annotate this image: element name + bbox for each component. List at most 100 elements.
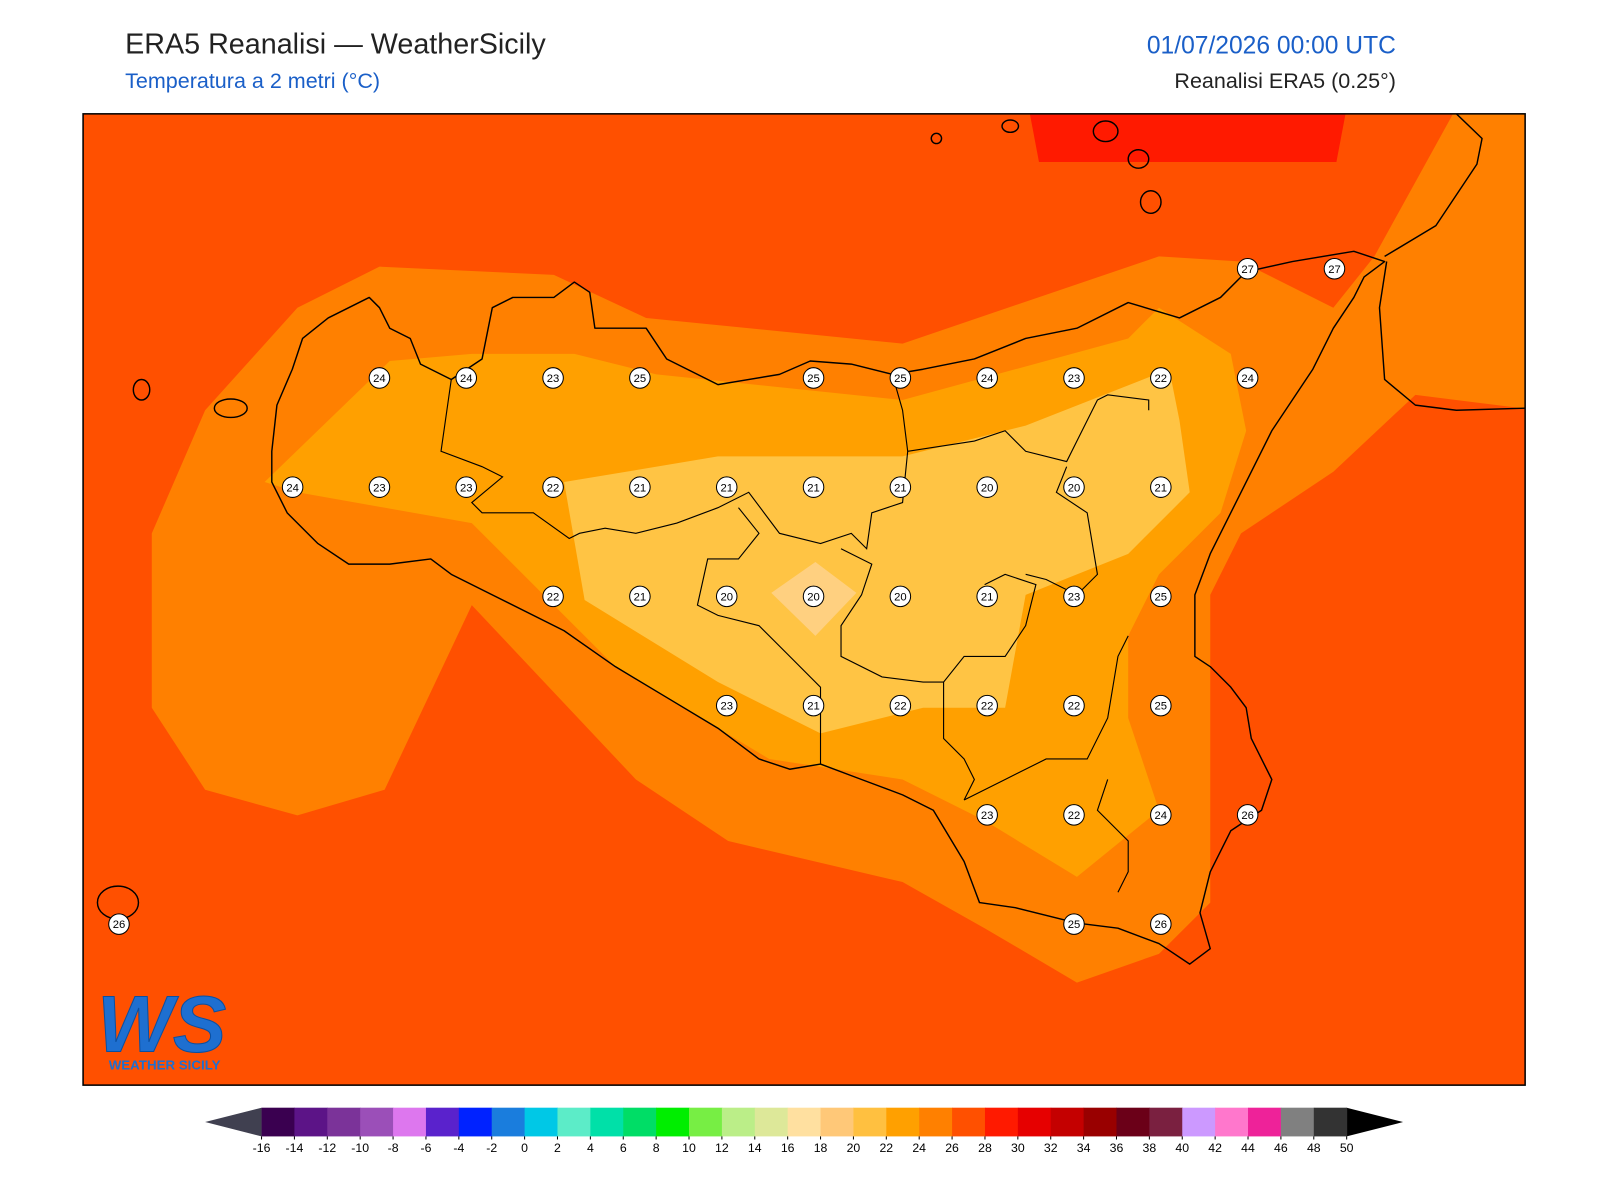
temperature-label: 21	[981, 592, 994, 604]
label-badge	[976, 367, 998, 389]
temperature-label: 23	[981, 810, 994, 822]
colorbar-segment	[393, 1107, 427, 1137]
temperature-label: 22	[894, 701, 907, 713]
temperature-label: 26	[1241, 810, 1254, 822]
contour-fill: 27 27 24 24 23 25 25 25 24 23 22 24 24 23 23 22 21 21 21 21…	[83, 113, 1526, 1086]
colorbar-tick-label: 34	[1077, 1141, 1091, 1155]
label-badge	[542, 476, 564, 498]
temperature-label: 21	[807, 701, 820, 713]
temperature-label: 24	[1155, 810, 1168, 822]
temperature-label: 22	[547, 592, 560, 604]
colorbar-tick-label: 28	[978, 1141, 992, 1155]
colorbar-tick-label: 30	[1011, 1141, 1025, 1155]
colorbar-segment	[853, 1107, 887, 1137]
colorbar-segment	[1313, 1107, 1348, 1137]
label-badge	[1150, 476, 1172, 498]
colorbar-tick-label: 18	[814, 1141, 828, 1155]
colorbar-tick-label: 46	[1274, 1141, 1288, 1155]
colorbar-tick-label: -12	[318, 1141, 336, 1155]
colorbar-segment	[1248, 1107, 1282, 1137]
colorbar-tick-label: -6	[420, 1141, 431, 1155]
colorbar-tick-label: 38	[1143, 1141, 1157, 1155]
label-badge	[1236, 257, 1259, 280]
colorbar-segment	[689, 1107, 723, 1137]
temperature-label: 23	[460, 482, 473, 494]
colorbar-segment	[294, 1107, 328, 1137]
source: Reanalisi ERA5 (0.25°)	[1174, 69, 1395, 93]
grid-labels: 27 27 24 24 23 25 25 25 24 23 22 24 24 23 23 22 21 21 21 21…	[108, 257, 1346, 935]
island	[213, 398, 248, 419]
province-borders	[440, 374, 1150, 893]
temperature-label: 20	[894, 592, 907, 604]
label-badge	[108, 913, 130, 935]
temperature-label: 25	[634, 373, 647, 385]
temperature-label: 21	[807, 482, 820, 494]
temperature-label: 24	[981, 373, 994, 385]
colorbar-tick-label: -10	[351, 1141, 369, 1155]
colorbar-segment	[623, 1107, 657, 1137]
label-badge	[455, 476, 478, 498]
temperature-label: 25	[1155, 592, 1168, 604]
colorbar-tick-label: 50	[1340, 1141, 1354, 1155]
temperature-label: 23	[1068, 592, 1081, 604]
colorbar-segment	[458, 1107, 493, 1137]
temperature-label: 25	[894, 373, 907, 385]
colorbar-segment	[754, 1107, 789, 1137]
colorbar-tick-label: -14	[286, 1141, 304, 1155]
colorbar-tick-label: 0	[521, 1141, 528, 1155]
calabria-coastline	[1378, 113, 1526, 411]
logo: WS WEATHER SICILY	[97, 979, 227, 1073]
label-badge	[281, 476, 304, 498]
colorbar-segment	[820, 1107, 854, 1137]
colorbar-over	[1346, 1107, 1404, 1137]
colorbar-tick-label: -2	[486, 1141, 497, 1155]
colorbar-tick-label: 10	[682, 1141, 696, 1155]
sicily-coastline	[271, 250, 1386, 965]
temperature-label: 21	[634, 592, 647, 604]
colorbar-tick-label: 36	[1110, 1141, 1124, 1155]
colorbar-segment	[984, 1107, 1019, 1137]
label-badge	[802, 585, 825, 608]
temperature-label: 23	[547, 373, 560, 385]
label-badge	[1150, 913, 1172, 935]
label-badge	[1063, 694, 1085, 717]
label-badge	[1063, 804, 1085, 826]
temperature-label: 22	[1155, 373, 1168, 385]
colorbar-tick-label: 6	[620, 1141, 627, 1155]
temperature-label: 20	[1068, 482, 1081, 494]
label-badge	[368, 476, 391, 498]
label-badge	[802, 694, 825, 717]
label-badge	[976, 585, 998, 608]
colorbar-segment	[1149, 1107, 1183, 1137]
label-badge	[889, 367, 912, 389]
colorbar-tick-label: 16	[781, 1141, 795, 1155]
colorbar-segment	[425, 1107, 460, 1137]
logo-mark: WS	[97, 979, 226, 1068]
temperature-label: 21	[1155, 482, 1168, 494]
colorbar-tick-label: 4	[587, 1141, 594, 1155]
label-badge	[455, 367, 478, 389]
subtitle: Temperatura a 2 metri (°C)	[125, 69, 380, 93]
colorbar-tick-label: 26	[945, 1141, 959, 1155]
label-badge	[976, 804, 998, 826]
map-frame	[82, 113, 1526, 1086]
colorbar-segment	[261, 1107, 295, 1137]
label-badge	[889, 476, 912, 498]
colorbar-segment	[557, 1107, 591, 1137]
label-badge	[1063, 367, 1085, 389]
label-badge	[1150, 694, 1172, 717]
temperature-label: 21	[634, 482, 647, 494]
colorbar-tick-label: 42	[1208, 1141, 1222, 1155]
colorbar-segment	[1280, 1107, 1315, 1137]
colorbar-tick-label: 32	[1044, 1141, 1058, 1155]
colorbar-segment	[491, 1107, 526, 1137]
temperature-label: 23	[1068, 373, 1081, 385]
temperature-label: 20	[981, 482, 994, 494]
colorbar-segment	[360, 1107, 394, 1137]
colorbar-under	[205, 1107, 262, 1137]
colorbar-segment	[919, 1107, 953, 1137]
label-badge	[1236, 367, 1259, 389]
label-badge	[368, 367, 391, 389]
island	[1139, 190, 1162, 215]
colorbar-tick-label: 12	[715, 1141, 729, 1155]
